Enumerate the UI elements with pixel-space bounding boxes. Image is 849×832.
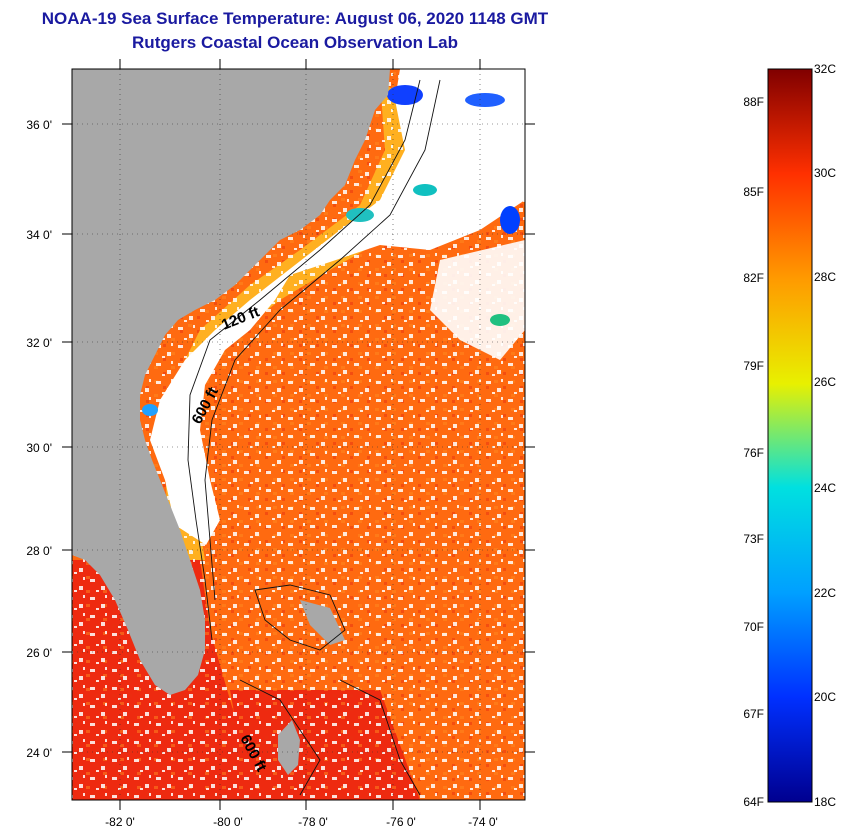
colorbar bbox=[767, 68, 813, 803]
lon-label-74: -74 0' bbox=[468, 815, 498, 829]
cold-water-patches bbox=[142, 85, 520, 416]
lat-label-34: 34 0' bbox=[26, 228, 52, 242]
map-title: NOAA-19 Sea Surface Temperature: August … bbox=[41, 9, 549, 28]
cb-label-73f: 73F bbox=[743, 532, 764, 546]
cb-label-28c: 28C bbox=[814, 270, 837, 284]
lon-label-76: -76 0' bbox=[386, 815, 416, 829]
cb-label-64f: 64F bbox=[743, 795, 764, 809]
lat-label-26: 26 0' bbox=[26, 646, 52, 660]
cb-label-67f: 67F bbox=[743, 707, 764, 721]
land-bahamas bbox=[278, 600, 345, 775]
land-southeast-us bbox=[72, 69, 390, 695]
lon-label-82: -82 0' bbox=[105, 815, 135, 829]
map-frame bbox=[71, 68, 526, 801]
cb-label-32c: 32C bbox=[814, 62, 837, 76]
graticule bbox=[72, 69, 525, 800]
bathymetry-contours bbox=[187, 79, 441, 796]
lat-label-24: 24 0' bbox=[26, 746, 52, 760]
cb-label-18c: 18C bbox=[814, 795, 837, 809]
cb-label-20c: 20C bbox=[814, 690, 837, 704]
lat-label-30: 30 0' bbox=[26, 441, 52, 455]
lat-label-36: 36 0' bbox=[26, 118, 52, 132]
cb-label-79f: 79F bbox=[743, 359, 764, 373]
cb-label-85f: 85F bbox=[743, 185, 764, 199]
lon-label-80: -80 0' bbox=[213, 815, 243, 829]
lat-label-32: 32 0' bbox=[26, 336, 52, 350]
cb-label-26c: 26C bbox=[814, 375, 837, 389]
lat-label-28: 28 0' bbox=[26, 544, 52, 558]
cb-label-70f: 70F bbox=[743, 620, 764, 634]
cb-label-30c: 30C bbox=[814, 166, 837, 180]
cb-label-88f: 88F bbox=[743, 95, 764, 109]
cb-label-22c: 22C bbox=[814, 586, 837, 600]
cb-label-76f: 76F bbox=[743, 446, 764, 460]
cb-label-24c: 24C bbox=[814, 481, 837, 495]
cb-label-82f: 82F bbox=[743, 271, 764, 285]
axis-ticks bbox=[62, 59, 535, 810]
lon-label-78: -78 0' bbox=[298, 815, 328, 829]
map-subtitle: Rutgers Coastal Ocean Observation Lab bbox=[132, 33, 458, 52]
